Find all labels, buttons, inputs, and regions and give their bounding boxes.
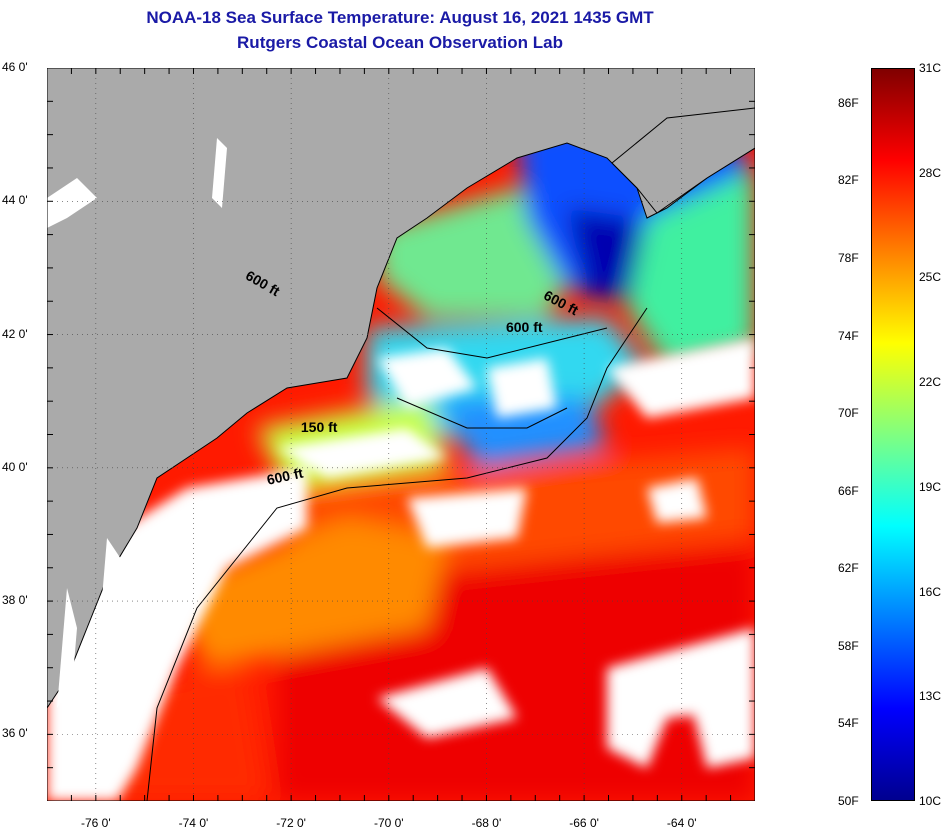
colorbar-f-label: 66F [838, 483, 859, 498]
colorbar-c-label: 10C [919, 794, 942, 808]
lon-tick-label: -64 0' [666, 816, 697, 830]
lon-tick-label: -76 0' [80, 816, 111, 830]
colorbar-f-label: 50F [838, 794, 859, 808]
lat-tick-label: 40 0' [2, 459, 28, 474]
depth-label: 150 ft [300, 418, 338, 435]
colorbar-f-label: 70F [838, 406, 859, 421]
colorbar-f-label: 78F [838, 251, 859, 266]
lon-tick-label: -68 0' [471, 816, 502, 830]
lat-tick-label: 38 0' [2, 593, 28, 608]
colorbar-f-label: 74F [838, 328, 859, 343]
colorbar-c-label: 22C [919, 375, 942, 390]
lon-tick-label: -66 0' [569, 816, 599, 830]
map-subtitle: Rutgers Coastal Ocean Observation Lab [237, 33, 563, 52]
colorbar-f-label: 54F [838, 716, 859, 731]
colorbar-f-label: 58F [838, 638, 859, 653]
lat-tick-label: 44 0' [2, 193, 28, 208]
depth-contours [146, 307, 648, 801]
colorbar-c-label: 31C [919, 61, 942, 75]
delaware-bay [87, 538, 127, 668]
lat-lon-grid [47, 68, 755, 801]
lon-tick-label: -74 0' [178, 816, 209, 830]
colorbar-c-label: 28C [919, 165, 942, 180]
lat-tick-label: 36 0' [2, 726, 28, 741]
colorbar-f-label: 82F [838, 173, 859, 188]
colorbar-c-label: 13C [919, 689, 942, 704]
lat-tick-label: 42 0' [2, 326, 28, 341]
lat-tick-label: 46 0' [2, 60, 28, 74]
sst-map-graphic [47, 68, 755, 801]
sst-map [47, 68, 755, 801]
nova-scotia-land [611, 107, 755, 214]
lon-tick-label: -70 0' [373, 816, 404, 830]
lake-champlain [212, 138, 227, 208]
axis-ticks [47, 68, 755, 801]
lon-tick-label: -72 0' [276, 816, 306, 830]
chesapeake-bay [57, 588, 77, 708]
depth-label: 600 ft [505, 318, 543, 335]
colorbar-c-label: 16C [919, 584, 942, 599]
colorbar-f-label: 86F [838, 95, 859, 110]
map-title: NOAA-18 Sea Surface Temperature: August … [146, 8, 654, 27]
lake-ontario [47, 178, 97, 228]
colorbar-c-label: 25C [919, 270, 942, 285]
colorbar-c-label: 19C [919, 479, 942, 494]
colorbar-f-label: 62F [838, 561, 859, 576]
temperature-colorbar [871, 68, 915, 801]
